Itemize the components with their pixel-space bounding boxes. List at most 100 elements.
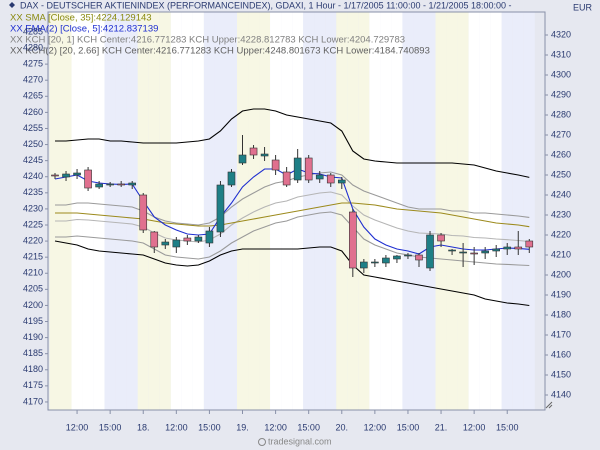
x-tick-label: 19. (236, 422, 249, 432)
background-column (115, 12, 127, 410)
y-tick-label: 4225 (23, 219, 43, 229)
candle-body (205, 230, 214, 244)
candle-body (293, 157, 302, 181)
candle-body (481, 250, 489, 254)
candle-body (216, 184, 225, 233)
y-tick-label: 4190 (23, 332, 43, 342)
y2-tick-label: 4160 (551, 349, 571, 359)
y-tick-label: 4220 (23, 235, 43, 245)
background-column (259, 12, 271, 410)
background-column (170, 12, 182, 410)
y-tick-label: 4175 (23, 380, 43, 390)
y-tick-label: 4215 (23, 252, 43, 262)
background-column (380, 12, 392, 410)
y2-tick-label: 4290 (551, 89, 571, 99)
candle-body (73, 172, 81, 176)
candle-body (238, 154, 247, 164)
candle-body (84, 169, 92, 189)
resize-grip (545, 401, 553, 409)
background-column (369, 12, 381, 410)
candle-body (271, 159, 280, 171)
background-column (203, 12, 215, 410)
background-column (325, 12, 337, 410)
background-column (281, 12, 293, 410)
candle-body (106, 183, 114, 186)
candle-body (51, 174, 59, 177)
background-column (192, 12, 204, 410)
candle-body (415, 254, 423, 261)
candle-body (503, 246, 512, 250)
chart-title: DAX - DEUTSCHER AKTIENINDEX (PERFORMANCE… (20, 0, 512, 10)
candle-body (326, 174, 335, 184)
candle-body (315, 174, 324, 180)
x-tick-label: 15:00 (496, 422, 519, 432)
y2-tick-label: 4180 (551, 309, 571, 319)
y-tick-label: 4270 (23, 75, 43, 85)
candle-body (371, 261, 379, 264)
candle-body (525, 240, 534, 248)
background-column (512, 12, 524, 410)
y2-tick-label: 4170 (551, 329, 571, 339)
background-column (248, 12, 260, 410)
background-column (181, 12, 193, 410)
candle-body (172, 239, 181, 248)
x-tick-label: 15:00 (297, 422, 320, 432)
y2-tick-label: 4270 (551, 129, 571, 139)
indicator-line (55, 191, 530, 243)
background-column (303, 12, 315, 410)
candle-body (448, 249, 456, 252)
candle-body (337, 179, 346, 184)
x-tick-label: 15:00 (198, 422, 221, 432)
background-column (490, 12, 502, 410)
y2-tick-label: 4150 (551, 369, 571, 379)
x-tick-label: 12:00 (264, 422, 287, 432)
background-column (501, 12, 513, 410)
footer-icon (258, 438, 266, 446)
y-tick-label: 4170 (23, 396, 43, 406)
background-column (402, 12, 414, 410)
x-tick-label: 12:00 (364, 422, 387, 432)
legend-entry: XX SMA [Close, 35]:4224.129143 (10, 13, 152, 24)
candle-body (183, 237, 192, 242)
candle-body (150, 231, 159, 248)
legend-entry: XX KCH [20, 1] KCH Center:4216.771283 KC… (10, 35, 405, 46)
y-tick-label: 4260 (23, 107, 43, 117)
background-column (479, 12, 491, 410)
plot-area (49, 12, 535, 410)
background-column (523, 12, 535, 410)
candle-body (360, 261, 368, 269)
background-column (148, 12, 160, 410)
indicator-line (54, 240, 530, 307)
background-column (60, 12, 72, 410)
y-tick-label: 4195 (23, 316, 43, 326)
background-column (159, 12, 171, 410)
y2-tick-label: 4230 (551, 209, 571, 219)
y-tick-label: 4230 (23, 203, 43, 213)
background-column (93, 12, 105, 410)
candle-body (426, 234, 434, 269)
background-column (358, 12, 370, 410)
x-tick-label: 12:00 (165, 422, 188, 432)
candle-body (470, 252, 478, 255)
y2-tick-label: 4190 (551, 289, 571, 299)
candle-body (404, 254, 412, 257)
x-tick-label: 18. (137, 422, 150, 432)
x-tick-label: 15:00 (397, 422, 420, 432)
y2-tick-label: 4250 (551, 169, 571, 179)
background-column (82, 12, 94, 410)
y-tick-label: 4250 (23, 139, 43, 149)
y-tick-label: 4185 (23, 348, 43, 358)
background-column (468, 12, 480, 410)
candle-body (459, 251, 467, 254)
legend-entry: XX KCH(2) [20, 2.66] KCH Center:4216.771… (10, 46, 430, 57)
background-column (435, 12, 447, 410)
y2-tick-label: 4300 (551, 69, 571, 79)
candle-body (437, 234, 445, 242)
y2-tick-label: 4220 (551, 229, 571, 239)
y2-tick-label: 4280 (551, 109, 571, 119)
plot-frame (47, 11, 546, 411)
candle-body (382, 257, 390, 264)
title-icon (9, 2, 15, 8)
x-tick-label: 20. (336, 422, 349, 432)
background-column (225, 12, 237, 410)
